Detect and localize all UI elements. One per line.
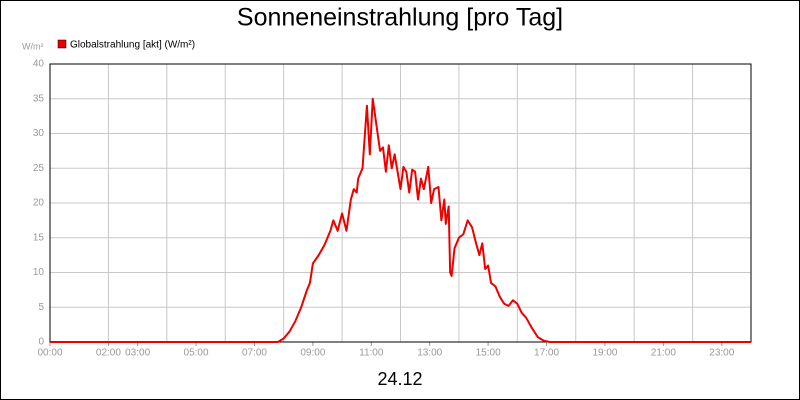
y-tick-label: 25 (33, 163, 45, 174)
y-unit: W/m² (22, 41, 44, 51)
x-label: 24.12 (377, 369, 422, 389)
x-tick-label: 00:00 (37, 348, 62, 359)
y-tick-label: 15 (33, 232, 45, 243)
y-tick-label: 20 (33, 198, 45, 209)
y-tick-label: 30 (33, 128, 45, 139)
data-line (50, 97, 751, 343)
x-tick-label: 02:00 (96, 348, 121, 359)
x-tick-label: 03:00 (125, 348, 150, 359)
y-tick-label: 40 (33, 59, 45, 70)
x-tick-label: 13:00 (417, 348, 442, 359)
legend-swatch (57, 39, 67, 49)
plot-border (49, 63, 752, 343)
y-tick-label: 35 (33, 93, 45, 104)
x-tick-label: 17:00 (534, 348, 559, 359)
y-tick-label: 0 (38, 337, 44, 348)
y-tick-label: 5 (38, 302, 44, 313)
x-tick-label: 21:00 (651, 348, 676, 359)
x-tick-label: 11:00 (359, 348, 384, 359)
y-tick-label: 10 (33, 267, 45, 278)
legend-label: Globalstrahlung [akt] (W/m²) (70, 40, 195, 51)
x-tick-label: 07:00 (242, 348, 267, 359)
x-tick-label: 05:00 (184, 348, 209, 359)
x-tick-label: 09:00 (300, 348, 325, 359)
x-tick-label: 19:00 (592, 348, 617, 359)
x-tick-label: 15:00 (476, 348, 501, 359)
chart-title: Sonneneinstrahlung [pro Tag] (237, 4, 563, 32)
x-tick-label: 23:00 (709, 348, 734, 359)
